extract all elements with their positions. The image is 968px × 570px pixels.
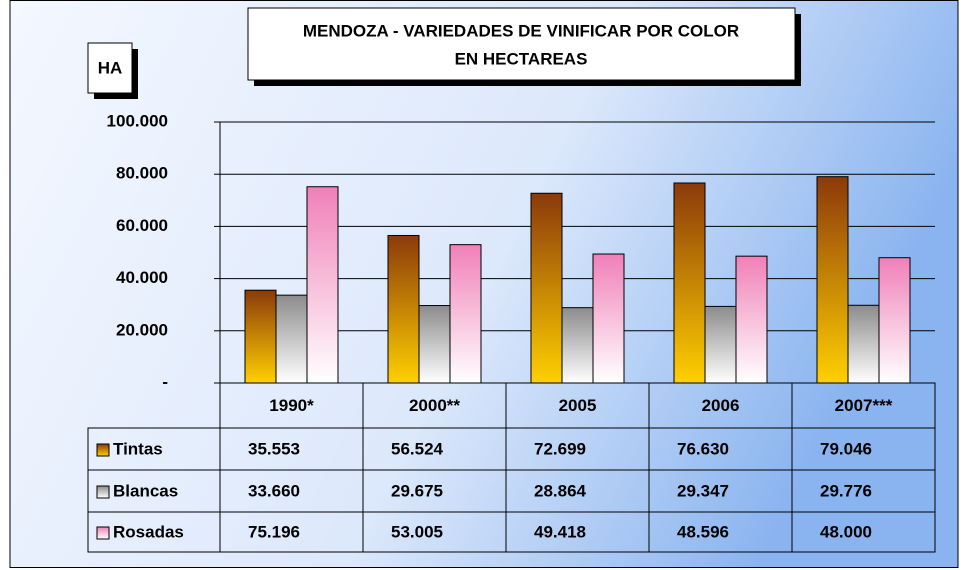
bar	[387, 234, 420, 384]
bar	[592, 253, 625, 384]
y-tick-label: 60.000	[116, 216, 168, 235]
data-label: 48.000	[820, 522, 872, 541]
data-label: 79.046	[820, 439, 872, 458]
data-label: 29.675	[391, 481, 443, 500]
data-label: 29.347	[677, 481, 729, 500]
legend-key	[96, 485, 110, 499]
y-label-box	[87, 42, 133, 94]
data-label: 76.630	[677, 439, 729, 458]
y-tick-label: 80.000	[116, 164, 168, 183]
y-tick-label: 40.000	[116, 268, 168, 287]
y-axis-label: HA	[98, 58, 123, 77]
chart-title: EN HECTAREAS	[455, 49, 588, 68]
x-tick-label: 2005	[559, 396, 597, 415]
bar	[878, 257, 911, 384]
data-label: 33.660	[248, 481, 300, 500]
x-tick-label: 1990*	[269, 396, 314, 415]
data-label: 28.864	[534, 481, 587, 500]
data-label: 49.418	[534, 522, 586, 541]
title-box	[247, 7, 796, 81]
bar	[306, 186, 339, 384]
data-label: 48.596	[677, 522, 729, 541]
x-tick-label: 2006	[702, 396, 740, 415]
data-label: 53.005	[391, 522, 443, 541]
data-label: 75.196	[248, 522, 300, 541]
bar	[816, 176, 849, 384]
legend-label: Blancas	[113, 481, 178, 500]
data-label: 72.699	[534, 439, 586, 458]
y-tick-label: 100.000	[107, 111, 168, 130]
background	[9, 0, 959, 568]
legend-label: Tintas	[113, 439, 163, 458]
bar	[244, 289, 277, 384]
chart-title: MENDOZA - VARIEDADES DE VINIFICAR POR CO…	[303, 21, 739, 40]
legend-label: Rosadas	[113, 522, 184, 541]
bar	[847, 304, 880, 384]
table-body-border	[87, 427, 936, 553]
data-label: 29.776	[820, 481, 872, 500]
data-label: 56.524	[391, 439, 444, 458]
legend-key	[96, 526, 110, 540]
bar	[704, 305, 737, 384]
bar	[561, 307, 594, 384]
x-tick-label: 2007***	[835, 396, 893, 415]
bar	[530, 192, 563, 384]
data-label: 35.553	[248, 439, 300, 458]
x-tick-label: 2000**	[409, 396, 460, 415]
bar	[418, 305, 451, 384]
bar	[673, 182, 706, 384]
bar	[275, 294, 308, 384]
bar	[735, 255, 768, 384]
legend-key	[96, 443, 110, 457]
bar	[449, 244, 482, 384]
y-tick-label: 20.000	[116, 320, 168, 339]
y-tick-label: -	[162, 372, 168, 391]
